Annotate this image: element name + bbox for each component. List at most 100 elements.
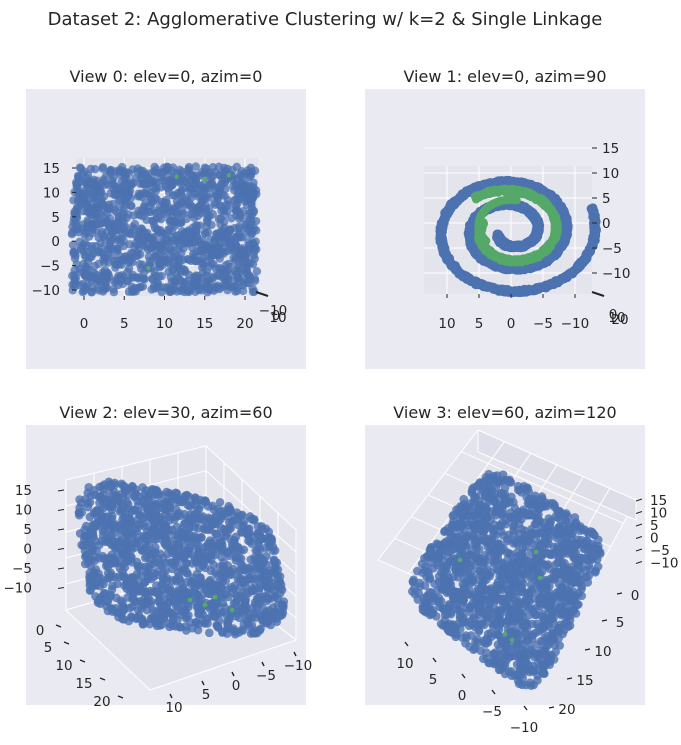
view-0-point-blue (234, 266, 243, 275)
view-0-point-blue (107, 251, 117, 261)
view-0-point-blue (68, 280, 77, 289)
view-2-point-blue (266, 620, 276, 630)
view-2-point-blue (168, 610, 177, 619)
view-2-point-blue (90, 523, 99, 532)
view-0-point-blue (238, 207, 248, 216)
view-0-point-blue (246, 220, 255, 229)
view-0-point-blue (220, 226, 229, 235)
view-0-point-blue (202, 164, 211, 173)
view-0-ztick-label: 5 (51, 210, 60, 226)
view-2-point-blue (151, 507, 161, 516)
view-0-point-blue (100, 277, 110, 286)
view-2-point-blue (275, 608, 285, 617)
view-0-point-blue (97, 227, 107, 237)
view-0-point-blue (184, 201, 194, 210)
view-2-point-blue (256, 564, 265, 574)
view-0-point-blue (191, 276, 200, 286)
view-2-point-blue (204, 628, 214, 638)
view-0-point-blue (165, 207, 174, 216)
view-2-point-blue (127, 612, 136, 621)
view-0-point-blue (208, 163, 218, 172)
view-2-xtick-label: 0 (36, 623, 45, 639)
view-2-point-blue (110, 480, 119, 490)
view-0-point-blue (214, 214, 224, 224)
view-0-point-blue (82, 247, 92, 257)
view-2-point-blue (196, 607, 206, 616)
view-0-point-blue (140, 189, 150, 198)
view-0-point-blue (161, 195, 171, 205)
view-0-point-blue (226, 225, 235, 234)
view-2-point-blue (250, 628, 260, 638)
view-2-point-blue (246, 555, 256, 564)
view-0-point-blue (81, 272, 90, 281)
view-0-point-blue (67, 230, 77, 239)
view-0-point-blue (171, 252, 180, 261)
view-2-point-blue (101, 520, 110, 530)
view-0-title: View 0: elev=0, azim=0 (70, 67, 263, 86)
view-2-point-blue (263, 594, 273, 603)
view-0-point-blue (172, 287, 182, 296)
view-2-point-blue (210, 612, 220, 622)
view-2-point-blue (107, 511, 117, 521)
view-2-point-blue (181, 518, 190, 527)
view-2-point-blue (123, 500, 133, 509)
view-0-point-blue (198, 188, 207, 197)
view-2-point-blue (142, 501, 151, 510)
view-2-ztick-label: 15 (15, 483, 32, 499)
view-0-point-green (202, 176, 207, 181)
view-2-point-blue (80, 531, 89, 541)
view-0-point-blue (82, 199, 92, 209)
view-0-point-blue (124, 210, 133, 219)
view-0-point-blue (106, 236, 116, 246)
view-0-point-blue (177, 176, 186, 185)
view-0-point-blue (146, 244, 155, 253)
view-2-point-blue (165, 501, 175, 511)
view-2-point-blue (167, 558, 177, 567)
view-2-point-blue (182, 568, 192, 578)
view-2-point-blue (221, 531, 230, 541)
view-0-point-blue (160, 176, 169, 186)
figure-suptitle: Dataset 2: Agglomerative Clustering w/ k… (48, 9, 603, 30)
view-2-point-blue (233, 546, 242, 555)
view-2-point-blue (153, 567, 162, 577)
view-0-xtick-label: 0 (80, 316, 89, 332)
view-0-point-blue (139, 274, 148, 284)
view-0-point-blue (112, 225, 121, 235)
view-0-point-blue (134, 189, 143, 199)
view-0-point-blue (73, 186, 82, 195)
view-2-point-blue (201, 496, 210, 505)
view-0-overlap-tick: 10 (269, 310, 286, 326)
view-0-point-blue (150, 267, 159, 276)
view-2-point-blue (153, 526, 163, 536)
view-1-xtick-label: 10 (438, 316, 455, 332)
view-0-point-blue (211, 229, 221, 239)
view-0-point-blue (233, 174, 242, 184)
view-0-overlap-tick: −10 (259, 303, 288, 319)
view-0-point-blue (184, 276, 193, 285)
view-0-point-blue (130, 219, 140, 229)
view-0-point-blue (111, 190, 120, 199)
view-2-point-blue (111, 537, 120, 547)
view-0-squashed-axis (255, 291, 269, 297)
view-2-point-blue (126, 573, 136, 583)
view-2-point-blue (223, 549, 232, 558)
view-0-point-blue (186, 168, 195, 178)
view-2-point-blue (245, 536, 255, 546)
view-0-panel: View 0: elev=0, azim=0 0 5 10 15 20151050−5−… (26, 67, 306, 369)
view-2-point-blue (229, 510, 238, 520)
view-0-point-blue (104, 180, 113, 190)
view-1-ztick-label: 15 (602, 141, 619, 157)
view-1-xtick-label: 0 (507, 316, 516, 332)
view-2-point-blue (230, 629, 240, 639)
view-2-point-blue (137, 614, 147, 624)
view-0-point-blue (138, 166, 148, 176)
view-2-point-blue (84, 556, 94, 565)
view-0-point-blue (97, 198, 106, 207)
view-2-ztick-label: 5 (23, 522, 32, 538)
view-0-point-blue (236, 245, 246, 255)
view-0-point-blue (175, 200, 185, 209)
view-0-point-blue (119, 203, 129, 213)
view-0-point-blue (115, 165, 124, 175)
view-0-point-blue (191, 162, 200, 171)
view-0-point-blue (195, 221, 205, 230)
